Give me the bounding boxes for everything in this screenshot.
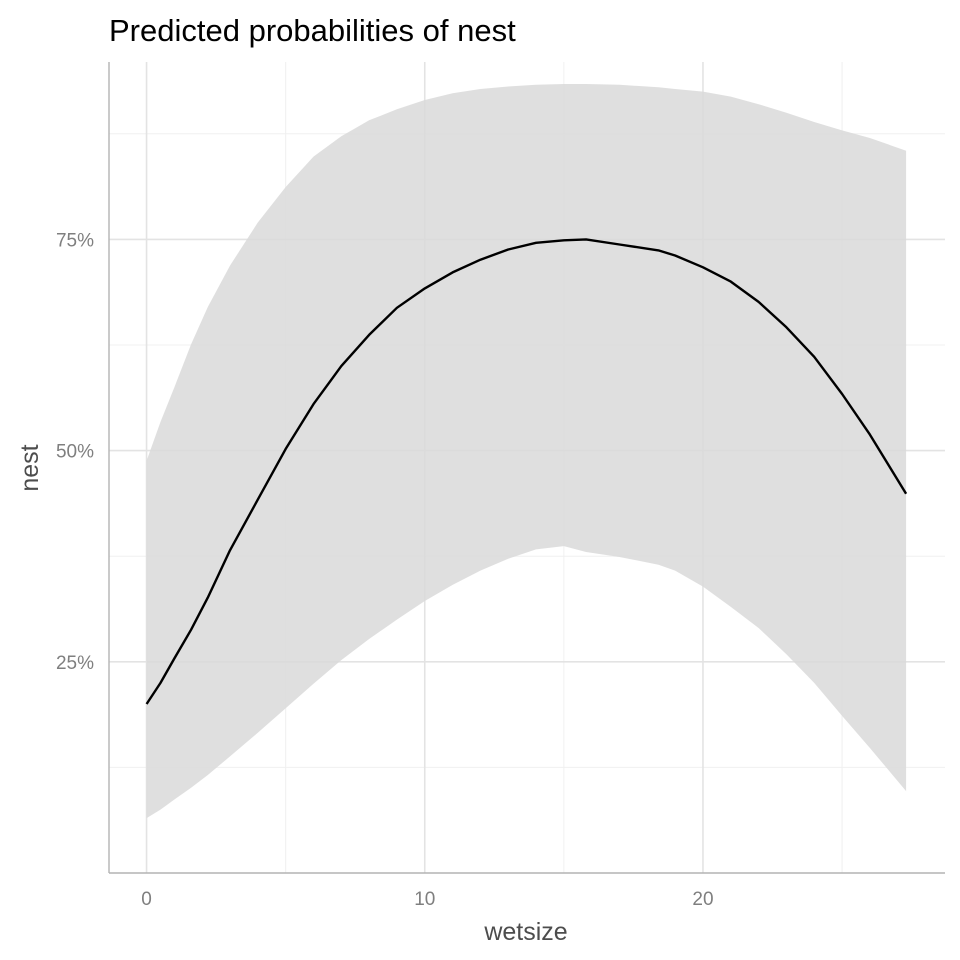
chart-title: Predicted probabilities of nest bbox=[109, 13, 516, 48]
y-tick-label: 25% bbox=[56, 653, 94, 674]
x-tick-label: 0 bbox=[141, 889, 152, 910]
x-tick-label: 10 bbox=[414, 889, 435, 910]
axes bbox=[108, 62, 945, 874]
prediction-line bbox=[145, 238, 908, 705]
tick-labels: 0 10 20 25% 50% 75% bbox=[56, 230, 714, 910]
y-tick-label: 50% bbox=[56, 442, 94, 463]
confidence-band-layer bbox=[146, 84, 907, 819]
y-axis-title: nest bbox=[16, 444, 44, 491]
confidence-band bbox=[146, 84, 907, 819]
x-tick-label: 20 bbox=[692, 889, 713, 910]
prediction-line-layer bbox=[145, 238, 908, 705]
x-axis-title: wetsize bbox=[483, 918, 567, 946]
y-tick-label: 75% bbox=[56, 230, 94, 251]
